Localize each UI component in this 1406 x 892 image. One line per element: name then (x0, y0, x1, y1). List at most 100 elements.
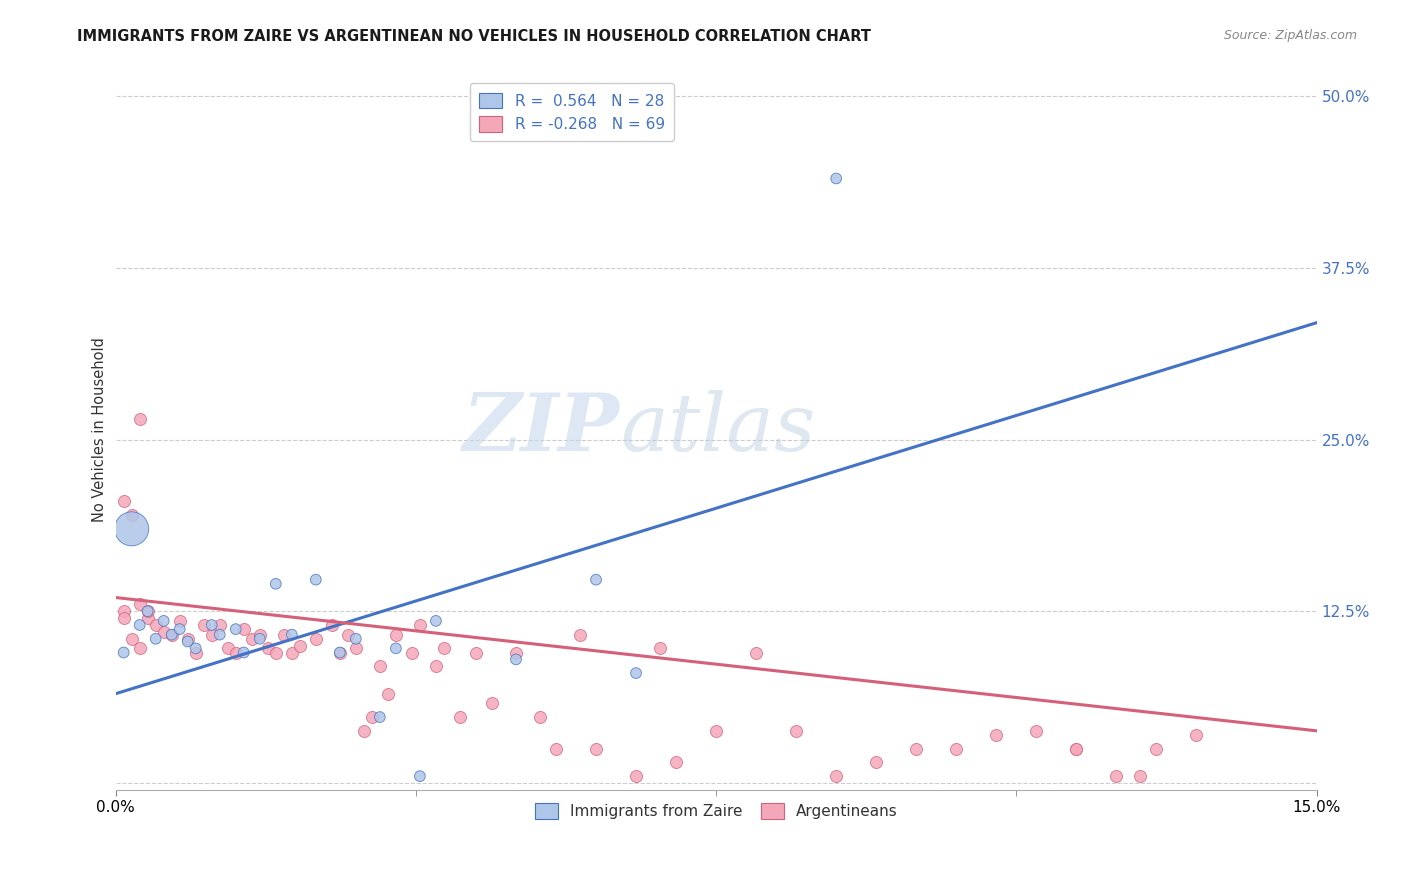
Point (505, 652, 527, 666)
Point (136, 604, 159, 618)
Point (152, 614, 174, 628)
Text: ZIP: ZIP (463, 391, 620, 468)
Point (184, 641, 207, 656)
Point (1144, 741, 1167, 756)
Point (544, 741, 567, 756)
Legend: Immigrants from Zaire, Argentineans: Immigrants from Zaire, Argentineans (529, 797, 904, 826)
Point (385, 627, 408, 641)
Point (184, 646, 207, 660)
Point (1066, 741, 1088, 756)
Point (273, 627, 295, 641)
Point (585, 573, 607, 587)
Point (569, 627, 592, 641)
Point (145, 618, 167, 632)
Point (409, 769, 432, 783)
Point (585, 741, 607, 756)
Point (368, 659, 391, 673)
Text: IMMIGRANTS FROM ZAIRE VS ARGENTINEAN NO VEHICLES IN HOUSEHOLD CORRELATION CHART: IMMIGRANTS FROM ZAIRE VS ARGENTINEAN NO … (77, 29, 872, 44)
Point (256, 641, 278, 656)
Point (624, 769, 647, 783)
Point (785, 723, 807, 738)
Point (128, 618, 150, 632)
Point (169, 622, 191, 636)
Point (433, 641, 456, 656)
Point (905, 741, 928, 756)
Point (1185, 728, 1208, 742)
Point (112, 646, 135, 660)
Point (986, 728, 1008, 742)
Point (288, 639, 311, 653)
Point (121, 522, 143, 536)
Point (329, 646, 352, 660)
Point (193, 618, 215, 632)
Point (225, 646, 247, 660)
Point (112, 494, 135, 508)
Point (217, 641, 239, 656)
Point (128, 641, 150, 656)
Point (305, 632, 328, 646)
Point (128, 598, 150, 612)
Point (409, 618, 432, 632)
Point (208, 618, 231, 632)
Point (825, 769, 848, 783)
Point (336, 627, 359, 641)
Point (264, 576, 287, 591)
Point (232, 646, 254, 660)
Point (145, 632, 167, 646)
Point (169, 614, 191, 628)
Point (112, 611, 135, 625)
Text: atlas: atlas (620, 391, 815, 468)
Point (177, 634, 200, 648)
Point (152, 624, 174, 639)
Point (648, 641, 671, 656)
Point (353, 723, 375, 738)
Point (368, 710, 391, 724)
Point (249, 627, 271, 641)
Point (1129, 769, 1152, 783)
Point (112, 604, 135, 618)
Text: Source: ZipAtlas.com: Source: ZipAtlas.com (1223, 29, 1357, 42)
Point (665, 756, 688, 770)
Y-axis label: No Vehicles in Household: No Vehicles in Household (93, 337, 107, 522)
Point (225, 622, 247, 636)
Point (449, 710, 471, 724)
Point (945, 741, 967, 756)
Point (281, 646, 304, 660)
Point (160, 627, 183, 641)
Point (529, 710, 551, 724)
Point (232, 622, 254, 636)
Point (344, 641, 367, 656)
Point (401, 646, 423, 660)
Point (624, 666, 647, 681)
Point (704, 723, 727, 738)
Point (240, 632, 263, 646)
Point (121, 508, 143, 522)
Point (264, 646, 287, 660)
Point (385, 641, 408, 656)
Point (425, 614, 447, 628)
Point (177, 632, 200, 646)
Point (481, 696, 503, 710)
Point (281, 627, 304, 641)
Point (201, 627, 224, 641)
Point (305, 573, 328, 587)
Point (201, 618, 224, 632)
Point (321, 618, 343, 632)
Point (825, 171, 848, 186)
Point (425, 659, 447, 673)
Point (136, 611, 159, 625)
Point (136, 604, 159, 618)
Point (1105, 769, 1128, 783)
Point (505, 646, 527, 660)
Point (464, 646, 486, 660)
Point (329, 646, 352, 660)
Point (208, 627, 231, 641)
Point (128, 412, 150, 426)
Point (121, 632, 143, 646)
Point (1066, 741, 1088, 756)
Point (745, 646, 768, 660)
Point (865, 756, 887, 770)
Point (1025, 723, 1047, 738)
Point (160, 627, 183, 641)
Point (249, 632, 271, 646)
